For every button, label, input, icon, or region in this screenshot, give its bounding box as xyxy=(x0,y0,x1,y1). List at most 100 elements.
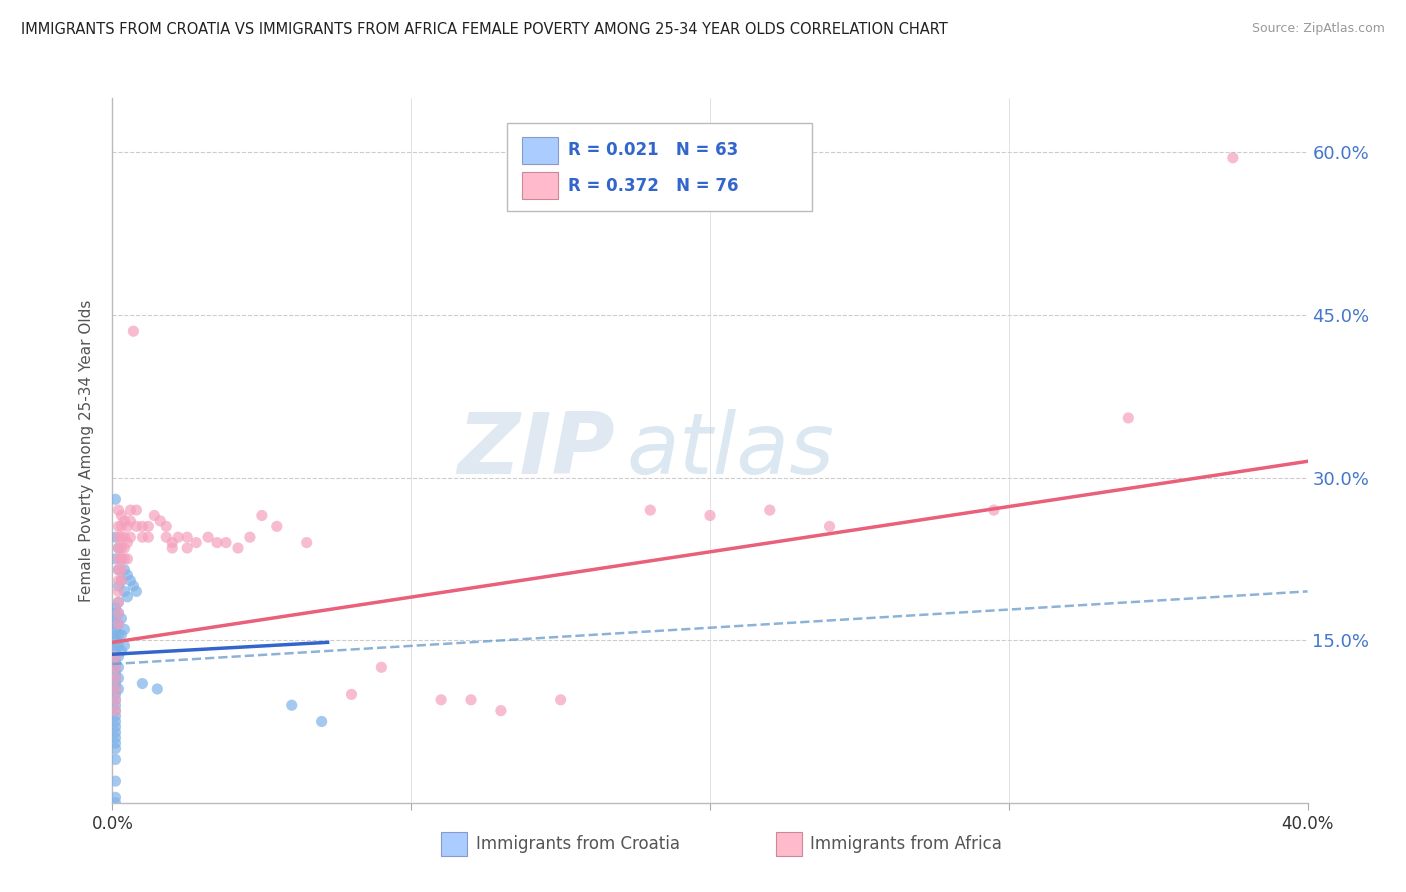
Point xyxy=(110,574,132,588)
Point xyxy=(104,606,127,620)
Point xyxy=(110,644,132,658)
Point xyxy=(114,552,135,566)
Point xyxy=(104,736,127,750)
Text: atlas: atlas xyxy=(627,409,834,492)
Point xyxy=(110,552,132,566)
Point xyxy=(489,704,512,718)
Point xyxy=(120,503,142,517)
Point xyxy=(266,519,288,533)
Point xyxy=(110,574,132,588)
Point xyxy=(104,752,127,766)
Point xyxy=(107,541,129,555)
Point xyxy=(370,660,392,674)
Point xyxy=(104,796,127,810)
Point xyxy=(983,503,1005,517)
Point xyxy=(1222,151,1244,165)
Point xyxy=(114,584,135,599)
Point xyxy=(107,530,129,544)
Point xyxy=(699,508,721,523)
Point xyxy=(114,623,135,637)
Point xyxy=(104,616,127,631)
Point xyxy=(104,731,127,745)
Point xyxy=(104,492,127,507)
Point xyxy=(117,568,139,582)
Text: Immigrants from Croatia: Immigrants from Croatia xyxy=(475,836,679,854)
Point xyxy=(110,519,132,533)
Point xyxy=(110,530,132,544)
Point xyxy=(162,535,183,549)
Point xyxy=(167,530,190,544)
Point xyxy=(107,628,129,642)
Point xyxy=(107,649,129,664)
Point xyxy=(640,503,662,517)
Point xyxy=(176,530,198,544)
Bar xyxy=(441,832,467,855)
Point xyxy=(107,563,129,577)
Point xyxy=(122,579,145,593)
Point xyxy=(107,671,129,685)
Point xyxy=(295,535,318,549)
Point xyxy=(104,530,127,544)
Point xyxy=(107,616,129,631)
Point xyxy=(107,579,129,593)
Point xyxy=(149,514,172,528)
Point xyxy=(131,519,153,533)
Point xyxy=(107,519,129,533)
Point xyxy=(120,530,142,544)
Point xyxy=(114,514,135,528)
Point xyxy=(104,693,127,707)
Point xyxy=(117,535,139,549)
Point xyxy=(110,541,132,555)
Point xyxy=(104,709,127,723)
Bar xyxy=(523,172,558,199)
Point xyxy=(104,698,127,713)
Point xyxy=(107,595,129,609)
Point xyxy=(186,535,208,549)
Point xyxy=(104,671,127,685)
Point xyxy=(104,623,127,637)
Point xyxy=(104,660,127,674)
Point xyxy=(104,633,127,648)
Point xyxy=(104,720,127,734)
Point xyxy=(215,535,238,549)
Point xyxy=(107,681,129,696)
Point xyxy=(104,644,127,658)
Point xyxy=(104,600,127,615)
Point xyxy=(110,563,132,577)
FancyBboxPatch shape xyxy=(508,123,811,211)
Point xyxy=(104,693,127,707)
Point xyxy=(107,563,129,577)
Point xyxy=(460,693,482,707)
Point xyxy=(125,503,148,517)
Point xyxy=(197,530,219,544)
Point xyxy=(122,324,145,338)
Point xyxy=(114,541,135,555)
Point xyxy=(107,606,129,620)
Point xyxy=(104,611,127,625)
Point xyxy=(107,552,129,566)
Point xyxy=(125,519,148,533)
Point xyxy=(104,704,127,718)
Text: R = 0.372   N = 76: R = 0.372 N = 76 xyxy=(568,177,738,194)
Point xyxy=(125,584,148,599)
Text: Immigrants from Africa: Immigrants from Africa xyxy=(810,836,1002,854)
Point xyxy=(110,508,132,523)
Point xyxy=(759,503,782,517)
Point xyxy=(110,611,132,625)
Point xyxy=(104,725,127,739)
Point xyxy=(131,676,153,690)
Point xyxy=(104,704,127,718)
Point xyxy=(104,714,127,729)
Text: ZIP: ZIP xyxy=(457,409,614,492)
Bar xyxy=(523,136,558,163)
Bar xyxy=(776,832,801,855)
Point xyxy=(226,541,249,555)
Point xyxy=(155,519,177,533)
Point xyxy=(104,681,127,696)
Point xyxy=(114,563,135,577)
Point xyxy=(239,530,262,544)
Point xyxy=(138,530,160,544)
Point xyxy=(107,503,129,517)
Point xyxy=(110,628,132,642)
Point xyxy=(340,687,363,701)
